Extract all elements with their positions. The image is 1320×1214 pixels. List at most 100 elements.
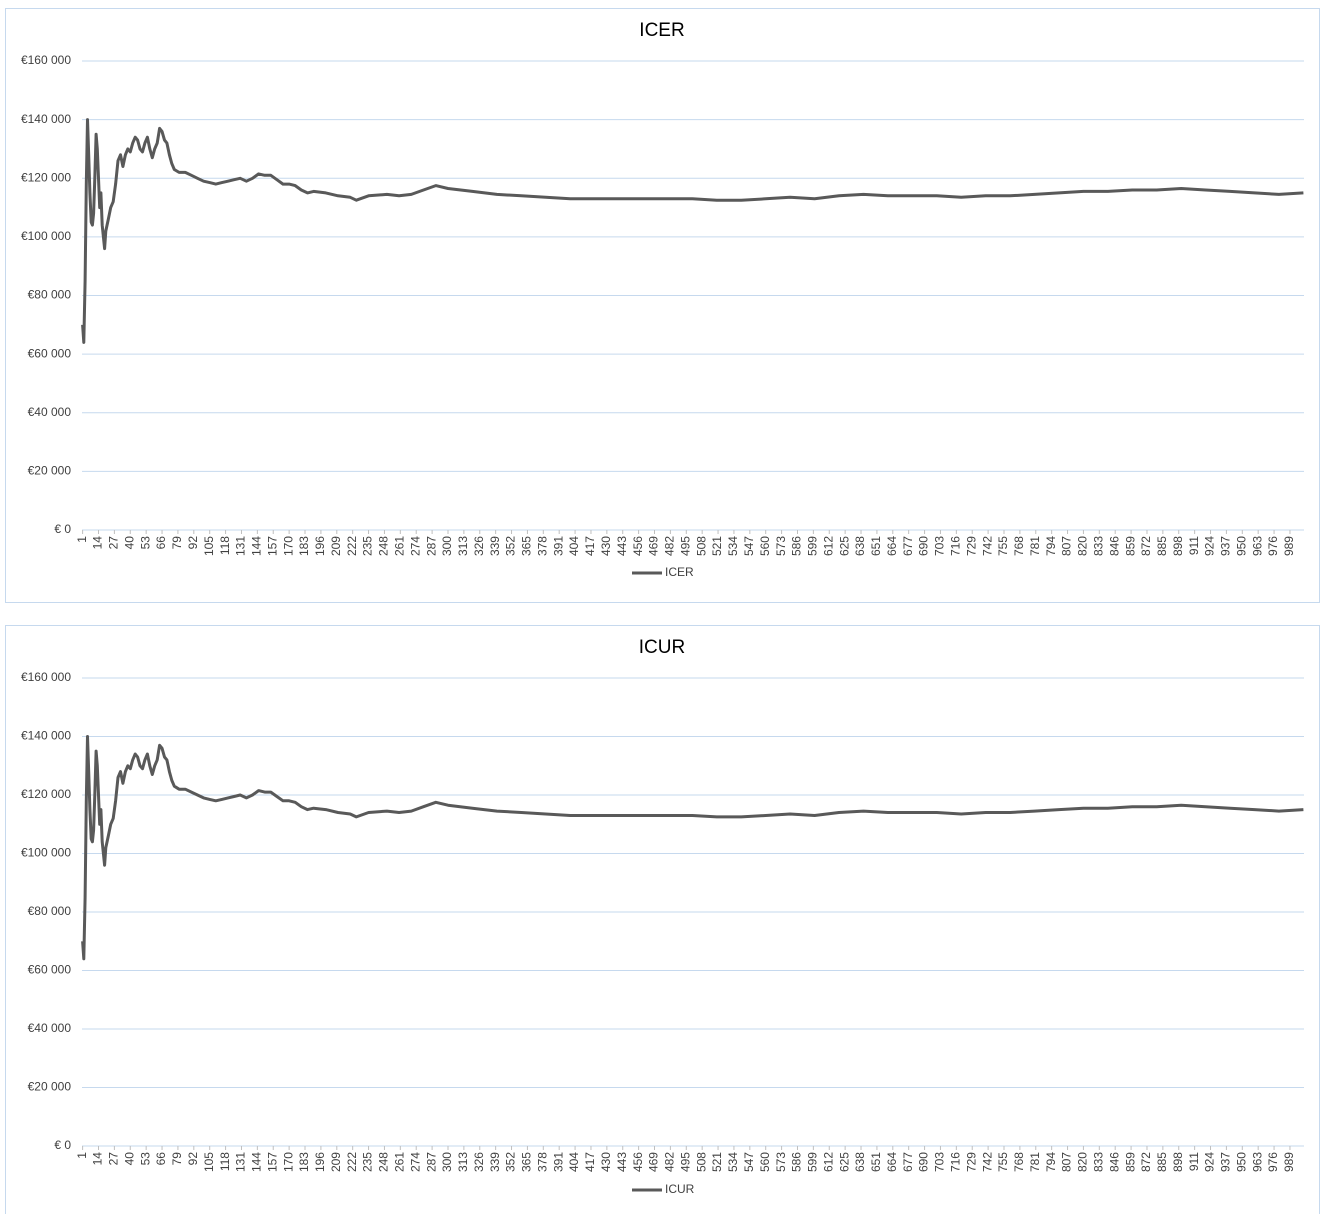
x-tick-label: 521 [710, 536, 724, 556]
x-tick-label: 768 [1012, 1152, 1026, 1172]
x-tick-label: 274 [408, 1152, 422, 1172]
x-tick-label: 677 [901, 536, 915, 556]
y-tick-label: €60 000 [28, 963, 72, 977]
x-tick-label: 573 [774, 1152, 788, 1172]
y-tick-label: €80 000 [28, 904, 72, 918]
x-tick-label: 651 [869, 536, 883, 556]
chart-frame [5, 625, 1320, 1214]
x-tick-label: 586 [790, 1152, 804, 1172]
x-tick-label: 157 [265, 1152, 279, 1172]
x-tick-label: 40 [122, 536, 136, 550]
x-tick-label: 690 [917, 536, 931, 556]
x-tick-label: 261 [393, 536, 407, 556]
x-tick-label: 430 [599, 1152, 613, 1172]
x-tick-label: 651 [869, 1152, 883, 1172]
x-tick-label: 235 [361, 536, 375, 556]
x-tick-label: 404 [567, 1152, 581, 1172]
x-tick-label: 105 [202, 536, 216, 556]
x-tick-label: 911 [1187, 536, 1201, 555]
x-tick-label: 976 [1266, 536, 1280, 556]
x-tick-label: 794 [1044, 536, 1058, 556]
x-tick-label: 820 [1076, 1152, 1090, 1172]
x-tick-label: 131 [234, 536, 248, 556]
x-tick-label: 547 [742, 536, 756, 556]
x-tick-label: 248 [377, 1152, 391, 1172]
x-tick-label: 313 [456, 1152, 470, 1172]
y-tick-label: €40 000 [28, 1021, 72, 1035]
x-tick-label: 443 [615, 1152, 629, 1172]
x-tick-label: 157 [265, 536, 279, 556]
x-tick-label: 547 [742, 1152, 756, 1172]
x-tick-label: 599 [806, 536, 820, 556]
x-tick-label: 482 [663, 536, 677, 556]
legend-label: ICUR [665, 1182, 695, 1196]
x-tick-label: 209 [329, 1152, 343, 1172]
x-tick-label: 209 [329, 536, 343, 556]
x-tick-label: 235 [361, 1152, 375, 1172]
x-tick-label: 222 [345, 1152, 359, 1172]
x-tick-label: 183 [297, 1152, 311, 1172]
x-tick-label: 898 [1171, 536, 1185, 556]
x-tick-label: 170 [281, 536, 295, 556]
x-tick-label: 79 [170, 1152, 184, 1166]
x-tick-label: 612 [821, 1152, 835, 1172]
x-tick-label: 287 [424, 1152, 438, 1172]
x-tick-label: 404 [567, 536, 581, 556]
x-tick-label: 417 [583, 1152, 597, 1172]
data-line [81, 735, 1304, 961]
x-tick-label: 755 [996, 1152, 1010, 1172]
x-tick-label: 885 [1155, 1152, 1169, 1172]
y-tick-label: €20 000 [28, 464, 72, 478]
x-tick-label: 963 [1250, 1152, 1264, 1172]
x-tick-label: 339 [488, 1152, 502, 1172]
x-tick-label: 950 [1234, 1152, 1248, 1172]
x-tick-label: 274 [408, 536, 422, 556]
x-tick-label: 196 [313, 536, 327, 556]
x-tick-label: 391 [551, 536, 565, 556]
x-tick-label: 14 [91, 536, 105, 550]
x-tick-label: 664 [885, 1152, 899, 1172]
x-tick-label: 872 [1139, 536, 1153, 556]
y-tick-label: €100 000 [21, 229, 71, 243]
x-tick-label: 300 [440, 1152, 454, 1172]
x-tick-label: 963 [1250, 536, 1264, 556]
x-tick-label: 534 [726, 536, 740, 556]
x-tick-label: 170 [281, 1152, 295, 1172]
x-tick-label: 53 [138, 1152, 152, 1166]
x-tick-label: 625 [837, 1152, 851, 1172]
x-tick-label: 144 [250, 536, 264, 556]
x-tick-label: 27 [107, 536, 121, 550]
x-tick-label: 27 [107, 1152, 121, 1166]
x-tick-label: 599 [806, 1152, 820, 1172]
x-tick-label: 326 [472, 536, 486, 556]
chart-frame [5, 8, 1320, 603]
x-tick-label: 638 [853, 536, 867, 556]
x-tick-label: 66 [154, 536, 168, 550]
y-tick-label: €160 000 [21, 53, 71, 67]
x-tick-label: 261 [393, 1152, 407, 1172]
x-tick-label: 807 [1060, 1152, 1074, 1172]
x-tick-label: 716 [949, 1152, 963, 1172]
x-tick-label: 612 [821, 536, 835, 556]
chart-title: ICER [639, 20, 684, 41]
x-tick-label: 92 [186, 536, 200, 550]
x-tick-label: 365 [520, 536, 534, 556]
x-tick-label: 794 [1044, 1152, 1058, 1172]
x-tick-label: 339 [488, 536, 502, 556]
x-tick-label: 326 [472, 1152, 486, 1172]
x-tick-label: 820 [1076, 536, 1090, 556]
x-tick-label: 989 [1282, 536, 1296, 556]
y-tick-label: €160 000 [21, 670, 71, 684]
x-tick-label: 183 [297, 536, 311, 556]
x-tick-label: 976 [1266, 1152, 1280, 1172]
x-tick-label: 638 [853, 1152, 867, 1172]
x-tick-label: 859 [1123, 1152, 1137, 1172]
x-tick-label: 560 [758, 1152, 772, 1172]
x-tick-label: 222 [345, 536, 359, 556]
x-tick-label: 846 [1107, 1152, 1121, 1172]
x-tick-label: 716 [949, 536, 963, 556]
x-tick-label: 807 [1060, 536, 1074, 556]
x-tick-label: 573 [774, 536, 788, 556]
